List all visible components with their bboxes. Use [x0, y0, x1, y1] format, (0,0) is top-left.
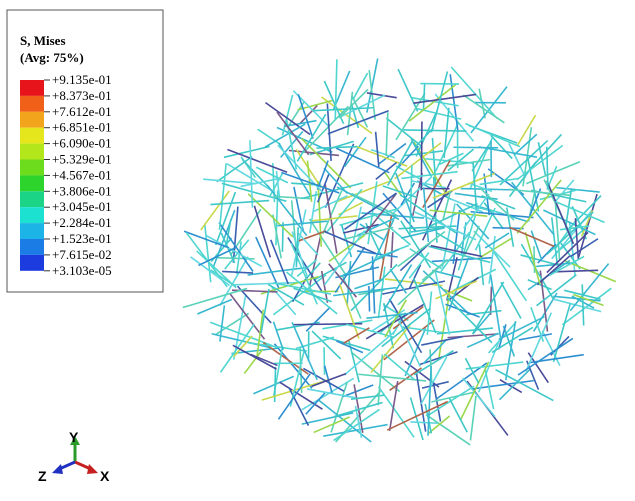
legend-title: S, Mises: [20, 33, 66, 48]
legend-label: +3.045e-01: [52, 199, 112, 214]
fiber: [493, 228, 524, 229]
legend-label: +6.851e-01: [52, 120, 112, 135]
legend-band: [20, 223, 44, 239]
legend-label: +5.329e-01: [52, 152, 112, 167]
legend-band: [20, 255, 44, 271]
legend-subtitle: (Avg: 75%): [20, 50, 84, 65]
fiber: [369, 286, 370, 312]
fiber: [534, 246, 535, 273]
legend-band: [20, 239, 44, 255]
fiber: [421, 121, 422, 190]
legend-label: +2.284e-01: [52, 215, 112, 230]
legend-label: +6.090e-01: [52, 136, 112, 151]
viewport: S, Mises (Avg: 75%) +9.135e-01+8.373e-01…: [0, 0, 635, 501]
legend-band: [20, 112, 44, 128]
legend-band: [20, 175, 44, 191]
legend-label: +4.567e-01: [52, 167, 112, 182]
z-label: Z: [38, 468, 47, 484]
legend-label: +3.103e-05: [52, 263, 112, 278]
legend-scale: +9.135e-01+8.373e-01+7.612e-01+6.851e-01…: [20, 72, 112, 278]
x-label: X: [100, 468, 110, 484]
legend-band: [20, 191, 44, 207]
legend-label: +8.373e-01: [52, 88, 112, 103]
legend-label: +1.523e-01: [52, 231, 112, 246]
legend-band: [20, 80, 44, 96]
fiber: [404, 130, 467, 131]
legend-band: [20, 160, 44, 176]
legend-band: [20, 144, 44, 160]
y-label: Y: [69, 429, 79, 445]
legend-label: +7.612e-01: [52, 104, 112, 119]
legend-band: [20, 207, 44, 223]
fiber: [294, 324, 363, 325]
fiber: [491, 287, 492, 315]
legend-label: +7.615e-02: [52, 247, 112, 262]
legend-label: +9.135e-01: [52, 72, 112, 87]
legend-band: [20, 96, 44, 112]
legend-band: [20, 128, 44, 144]
fiber: [420, 84, 459, 85]
legend-label: +3.806e-01: [52, 183, 112, 198]
